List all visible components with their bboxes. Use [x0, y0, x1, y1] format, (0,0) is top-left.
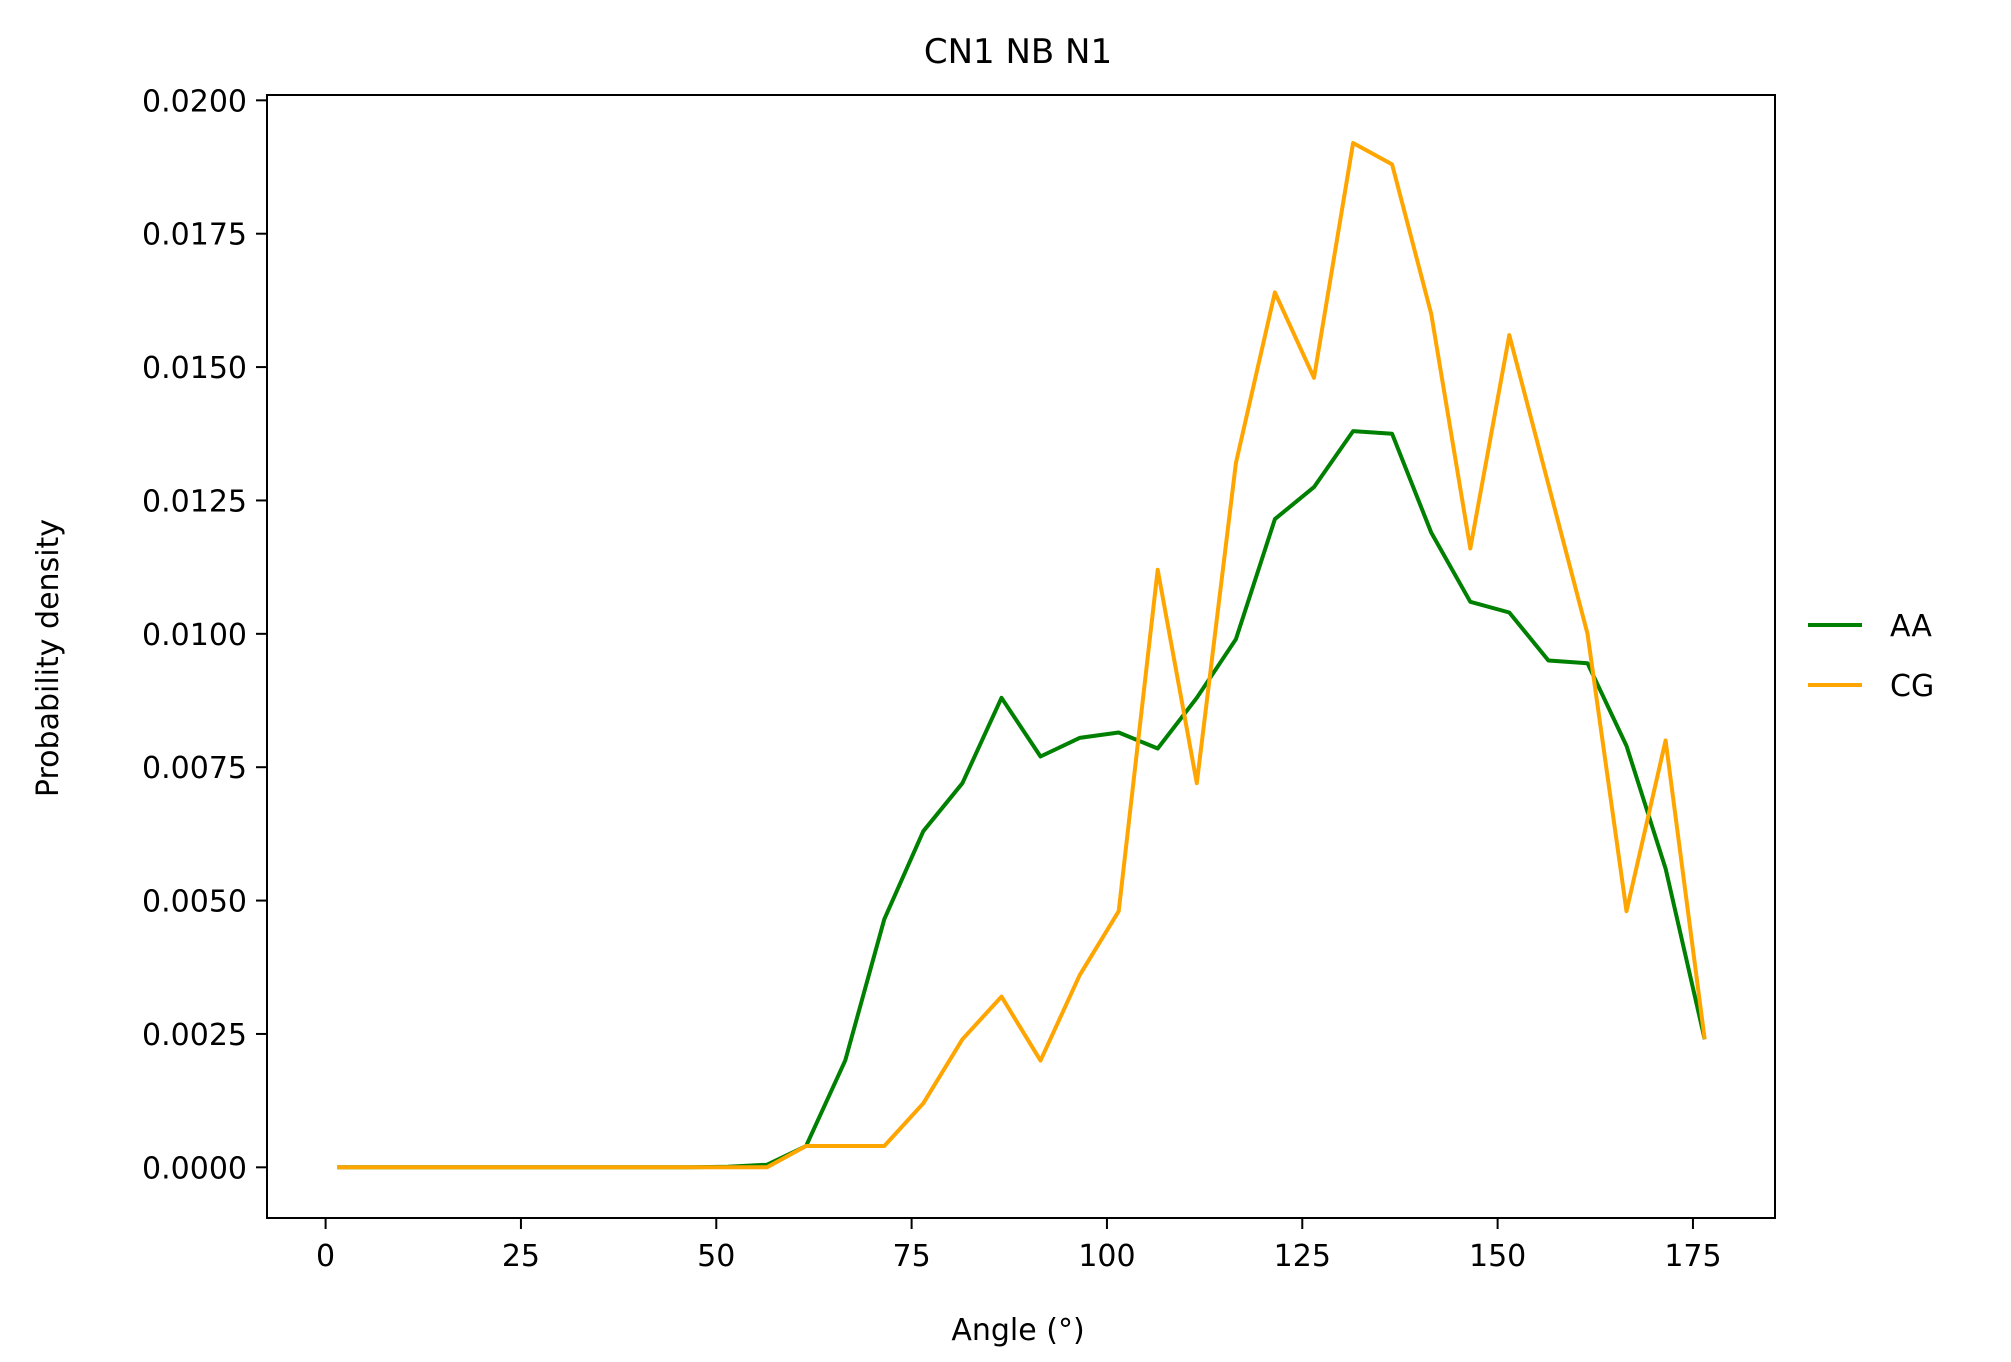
chart-title: CN1 NB N1 — [924, 32, 1112, 72]
y-tick-label: 0.0025 — [142, 1018, 247, 1053]
x-tick-label: 0 — [316, 1239, 335, 1274]
x-tick-label: 150 — [1469, 1239, 1526, 1274]
y-tick-label: 0.0075 — [142, 751, 247, 786]
y-tick-label: 0.0150 — [142, 351, 247, 386]
y-tick-label: 0.0125 — [142, 484, 247, 519]
y-tick-label: 0.0050 — [142, 885, 247, 920]
x-axis-label: Angle (°) — [951, 1313, 1084, 1348]
y-axis-label: Probability density — [31, 519, 66, 797]
plot-area: 0 25 50 75 100 125 150 175 0.0000 0.0025 0.0050 0.0… — [142, 84, 1776, 1274]
y-tick-label: 0.0100 — [142, 618, 247, 653]
legend-label: AA — [1890, 609, 1932, 644]
plot-frame — [266, 94, 1776, 1219]
x-tick-label: 100 — [1078, 1239, 1135, 1274]
legend: AA CG — [1808, 609, 1934, 704]
x-tick-label: 125 — [1274, 1239, 1331, 1274]
series-line-aa — [337, 429, 1707, 1170]
x-tick-label: 75 — [893, 1239, 931, 1274]
y-tick-label: 0.0200 — [142, 84, 247, 119]
x-tick-label: 50 — [697, 1239, 735, 1274]
x-tick-label: 175 — [1664, 1239, 1721, 1274]
x-tick-label: 25 — [502, 1239, 540, 1274]
y-tick-label: 0.0000 — [142, 1151, 247, 1186]
legend-label: CG — [1890, 669, 1934, 704]
y-tick-label: 0.0175 — [142, 218, 247, 253]
series-line-cg — [337, 141, 1707, 1170]
